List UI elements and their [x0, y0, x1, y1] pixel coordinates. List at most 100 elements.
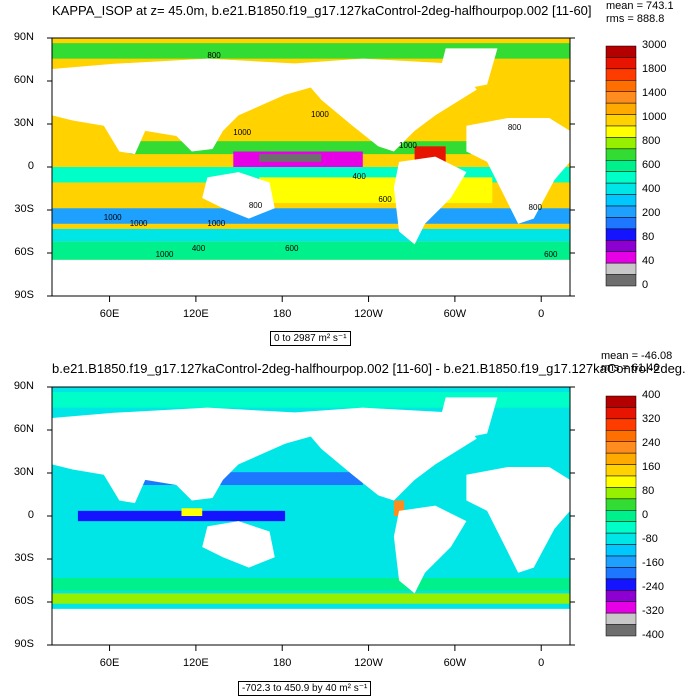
colorbar-cell [605, 91, 637, 104]
y-tick-label: 60N [13, 423, 34, 435]
field-band [181, 508, 203, 516]
colorbar-cell [605, 578, 637, 591]
field-band [52, 593, 570, 604]
contour-label: 800 [248, 200, 263, 210]
colorbar-cell [605, 555, 637, 568]
contour-label: 600 [378, 195, 392, 205]
field-band [52, 392, 570, 408]
colorbar-cell [605, 137, 637, 150]
colorbar-cell [605, 228, 637, 241]
y-tick-label: 30N [13, 117, 34, 129]
colorbar-cell [605, 160, 637, 172]
colorbar-cell [605, 217, 637, 230]
colorbar-cell [605, 407, 637, 420]
colorbar-label: 1000 [642, 111, 667, 123]
land-mask [393, 156, 467, 245]
colorbar-cell [605, 125, 637, 138]
x-tick-label: 0 [538, 657, 545, 669]
colorbar-label: 800 [642, 135, 661, 147]
colorbar-label: -160 [642, 557, 665, 569]
contour-label: 1000 [233, 128, 252, 138]
colorbar-cell [605, 251, 637, 264]
y-tick-label: 30N [13, 466, 34, 478]
colorbar-cell [605, 57, 637, 70]
colorbar-label: 240 [642, 437, 661, 449]
field-band [52, 577, 570, 591]
field-band [259, 154, 322, 162]
y-tick-label: 90S [14, 638, 34, 650]
panel2-stat-rms: rms = 61.46 [601, 362, 660, 374]
land-mask [52, 259, 570, 296]
land-mask [440, 48, 498, 90]
x-tick-label: 60E [99, 657, 120, 669]
colorbar-cell [605, 612, 637, 625]
field-band [52, 43, 570, 59]
contour-label: 1000 [129, 218, 148, 228]
colorbar-cell [605, 182, 637, 195]
y-tick-label: 90N [13, 31, 34, 43]
panel2-stat-mean: mean = -46.08 [601, 350, 673, 362]
land-mask [52, 608, 570, 645]
colorbar-label: 400 [642, 183, 661, 195]
colorbar-cell [605, 418, 637, 431]
field-band [52, 241, 570, 260]
colorbar-cell [605, 240, 637, 252]
colorbar-label: 0 [642, 509, 649, 521]
colorbar-cell [605, 510, 637, 522]
colorbar-cell [605, 45, 637, 58]
y-tick-label: 90S [14, 289, 34, 301]
colorbar-cell [605, 590, 637, 602]
colorbar-cell [605, 430, 637, 442]
panel1-title: KAPPA_ISOP at z= 45.0m, b.e21.B1850.f19_… [52, 3, 592, 18]
x-tick-label: 180 [273, 308, 292, 320]
colorbar-label: 1400 [642, 87, 667, 99]
contour-label: 600 [544, 249, 558, 259]
colorbar-cell [605, 498, 637, 511]
panel2-title: b.e21.B1850.f19_g17.127kaControl-2deg-ha… [52, 361, 686, 376]
field-band [52, 228, 570, 242]
panel1-stat-mean: mean = 743.1 [606, 0, 674, 12]
colorbar-label: 400 [642, 389, 661, 401]
y-tick-label: 60N [13, 74, 34, 86]
y-tick-label: 0 [27, 160, 34, 172]
colorbar-label: 200 [642, 207, 661, 219]
colorbar-cell [605, 521, 637, 534]
colorbar-cell [605, 475, 637, 488]
panel1-map [47, 37, 637, 302]
colorbar-label: -400 [642, 629, 665, 641]
land-mask [393, 505, 467, 594]
colorbar-cell [605, 532, 637, 545]
colorbar-cell [605, 464, 637, 477]
colorbar-cell [605, 102, 637, 115]
contour-label: 800 [528, 203, 542, 213]
land-mask [202, 521, 275, 568]
y-tick-label: 30S [14, 552, 34, 564]
colorbar-cell [605, 395, 637, 408]
colorbar-label: 80 [642, 485, 655, 497]
land-mask [290, 407, 477, 501]
colorbar-label: -240 [642, 581, 665, 593]
x-tick-label: 120E [183, 657, 209, 669]
colorbar-cell [605, 114, 637, 127]
contour-label: 400 [352, 172, 366, 182]
land-mask [290, 58, 477, 152]
colorbar-cell [605, 148, 637, 161]
colorbar-cell [605, 624, 637, 637]
colorbar-cell [605, 194, 637, 207]
colorbar-cell [605, 487, 637, 500]
x-tick-label: 60W [443, 657, 467, 669]
colorbar-cell [605, 544, 637, 557]
colorbar-label: 0 [642, 279, 649, 291]
colorbar-cell [605, 68, 637, 81]
y-tick-label: 60S [14, 595, 34, 607]
panel2-range-label: -702.3 to 450.9 by 40 m² s⁻¹ [238, 681, 372, 696]
contour-label: 600 [285, 244, 299, 254]
colorbar-cell [605, 262, 637, 275]
x-tick-label: 120E [183, 308, 209, 320]
colorbar-cell [605, 441, 637, 454]
contour-label: 400 [191, 244, 206, 254]
colorbar-cell [605, 80, 637, 92]
land-mask [52, 407, 322, 504]
colorbar-label: 40 [642, 255, 655, 267]
